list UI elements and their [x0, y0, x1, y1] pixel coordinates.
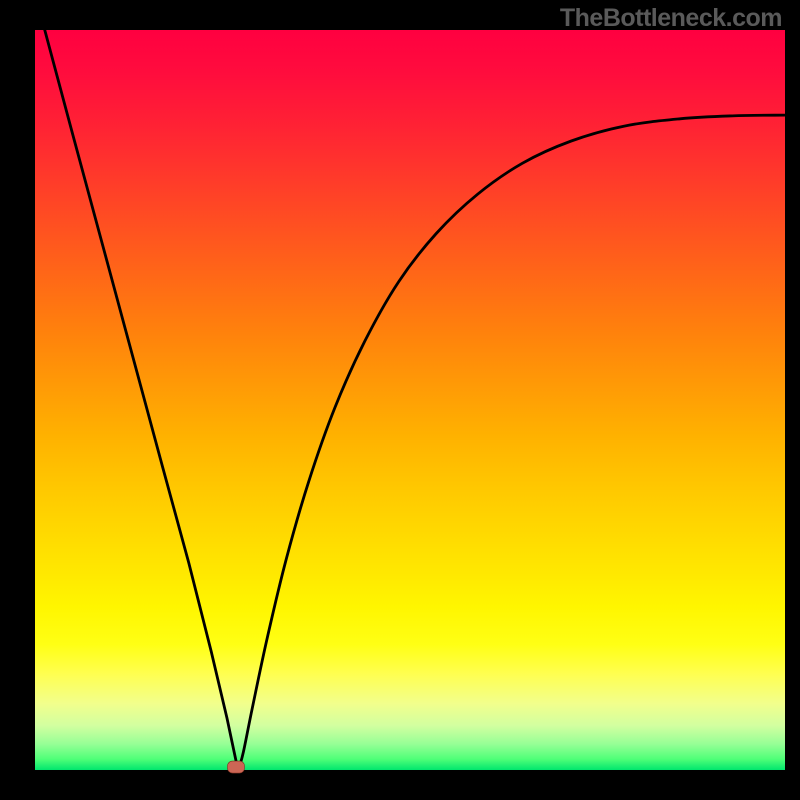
chart-svg	[0, 0, 800, 800]
watermark-text: TheBottleneck.com	[560, 4, 782, 33]
curve-left-branch	[45, 30, 238, 768]
optimum-marker	[228, 761, 245, 773]
curve-right-branch	[239, 115, 785, 768]
chart-container: TheBottleneck.com	[0, 0, 800, 800]
